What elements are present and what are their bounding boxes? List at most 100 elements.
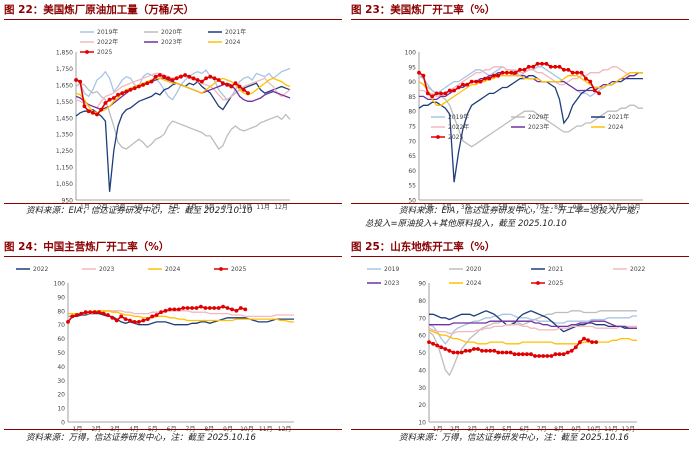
fig25-legend-item: 2019: [367, 266, 399, 273]
fig23-point-2025: [417, 70, 421, 75]
fig25-legend-item: 2022: [613, 266, 645, 273]
fig23-xtick-label: 8月: [554, 204, 564, 211]
fig25-series-line-2020: [428, 310, 637, 377]
fig25-legend-label: 2024: [466, 280, 481, 287]
fig22-point-2025: [216, 78, 221, 82]
fig23-point-2025: [500, 70, 505, 75]
fig22-legend-label: 2024: [225, 39, 240, 46]
fig25-point-2025: [451, 350, 456, 355]
fig25-series-line-2022: [428, 324, 637, 335]
fig25-point-2025: [525, 352, 529, 357]
fig22-point-2025: [107, 97, 112, 102]
fig23-source-rule: [351, 203, 689, 204]
fig24-point-2025: [79, 311, 84, 316]
fig24-point-2025: [185, 306, 190, 310]
fig25-point-2025: [431, 341, 435, 346]
fig25-legend-marker: [536, 281, 540, 285]
fig24-ytick-label: 10: [57, 406, 65, 413]
fig23-point-2025: [425, 91, 430, 96]
fig23-title: 图 23：美国炼厂开工率（%）: [351, 4, 496, 16]
fig25-point-2025: [488, 348, 493, 353]
fig23-point-2025: [483, 76, 487, 81]
fig23-legend-item: 2020年: [511, 113, 549, 121]
fig24-point-2025: [243, 307, 248, 312]
fig25-legend-label: 2022: [630, 266, 645, 273]
fig22-legend-label: 2020年: [161, 28, 182, 36]
fig23-point-2025: [597, 91, 601, 96]
fig25-point-2025: [467, 348, 472, 353]
fig22-point-2025: [204, 76, 209, 81]
fig22-xtick-label: 5月: [151, 204, 161, 211]
fig24-point-2025: [176, 307, 181, 312]
fig23-legend-label: 2022年: [448, 123, 469, 131]
fig25-point-2025: [569, 348, 574, 353]
fig25-point-2025: [594, 340, 599, 344]
fig23-ytick-label: 80: [408, 109, 416, 116]
fig23-xtick-label: 3月: [461, 204, 471, 211]
fig24-point-2025: [128, 318, 132, 323]
fig22-point-2025: [179, 74, 183, 79]
fig23-legend-item: 2024: [591, 124, 623, 131]
fig23-point-2025: [570, 70, 575, 75]
fig23-point-2025: [592, 88, 597, 93]
fig25-point-2025: [476, 347, 480, 351]
fig24-point-2025: [181, 306, 186, 310]
fig25-point-2025: [565, 350, 570, 355]
fig23-title-rule: [351, 19, 689, 20]
fig22-xtick-label: 2月: [98, 204, 108, 211]
fig25-point-2025: [459, 350, 464, 355]
fig22-legend-label: 2025: [97, 49, 112, 56]
fig25-legend-item: 2020: [449, 266, 481, 273]
fig25-legend-label: 2020: [466, 266, 481, 273]
fig25-point-2025: [455, 350, 460, 355]
fig23-xtick-label: 4月: [479, 204, 489, 211]
fig23-ytick-label: 75: [408, 124, 416, 131]
fig25-point-2025: [427, 340, 431, 344]
fig23-point-2025: [447, 88, 452, 93]
fig22-ytick-label: 1,450: [56, 115, 73, 122]
fig23-legend-label: 2021年: [608, 113, 629, 121]
fig23-point-2025: [491, 73, 496, 78]
fig25-chart: 1020304050607080901月2月3月4月5月6月7月8月9月10月1…: [367, 266, 645, 433]
fig22-title: 图 22：美国炼厂原油加工量（万桶/天）: [4, 4, 195, 16]
fig25-ytick-label: 10: [418, 420, 426, 427]
fig24-point-2025: [238, 306, 243, 310]
fig23-point-2025: [469, 79, 474, 84]
fig23-ytick-label: 100: [405, 50, 417, 57]
fig22-point-2025: [162, 74, 167, 79]
fig25-point-2025: [557, 352, 562, 357]
fig25-point-2025: [512, 352, 517, 357]
fig23-source-line2: 总投入=原油投入+其他原料投入，截至 2025.10.10: [365, 219, 567, 229]
fig22-xtick-label: 7月: [187, 204, 197, 211]
fig22-legend-item: 2019年: [80, 28, 118, 36]
fig24-point-2025: [106, 313, 110, 317]
fig25-legend-label: 2021: [548, 266, 563, 273]
fig24-point-2025: [70, 314, 75, 319]
fig23-point-2025: [566, 67, 571, 72]
fig23-point-2025: [557, 64, 562, 69]
fig25-point-2025: [561, 352, 566, 357]
fig23-point-2025: [544, 61, 549, 66]
fig22-legend-item: 2024: [208, 39, 240, 46]
fig25-point-2025: [496, 350, 501, 355]
fig24-legend-marker: [219, 267, 223, 271]
fig22-point-2025: [90, 110, 95, 115]
fig24-point-2025: [137, 320, 141, 324]
fig22-legend-label: 2019年: [97, 28, 118, 36]
fig23-ytick-label: 85: [408, 94, 416, 101]
fig25-point-2025: [541, 354, 546, 358]
fig22-point-2025: [103, 101, 108, 105]
fig24-point-2025: [141, 318, 146, 323]
fig22-xtick-label: 3月: [116, 204, 126, 211]
fig23-legend-item: 2022年: [431, 123, 469, 131]
fig24-legend-item: 2023: [82, 266, 114, 273]
fig22-point-2025: [95, 112, 99, 117]
fig24-point-2025: [145, 317, 150, 321]
fig23-xtick-label: 11月: [608, 204, 622, 211]
fig22-point-2025: [241, 87, 246, 92]
fig24-point-2025: [172, 307, 177, 312]
fig22-point-2025: [208, 74, 213, 79]
fig22-ytick-label: 1,650: [56, 82, 73, 89]
fig25-point-2025: [586, 338, 590, 343]
fig25-ytick-label: 40: [418, 367, 426, 374]
